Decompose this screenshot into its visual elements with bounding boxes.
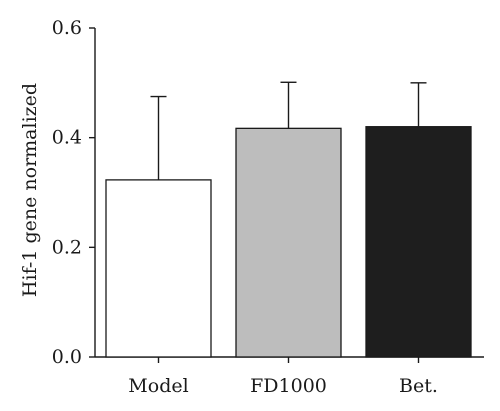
y-tick-label: 0.4 xyxy=(52,127,82,149)
x-tick-label: Bet. xyxy=(399,375,438,397)
x-tick-label: FD1000 xyxy=(250,375,327,397)
y-tick-label: 0.0 xyxy=(52,346,82,368)
bar-bet xyxy=(365,126,472,358)
y-tick-label: 0.2 xyxy=(52,236,82,258)
plot-area: 0.0 0.2 0.4 0.6 Model FD1000 Bet. xyxy=(52,17,484,397)
y-axis-title: Hif-1 gene normalized xyxy=(19,83,41,297)
y-tick-label: 0.6 xyxy=(52,17,82,39)
bar-fd1000 xyxy=(235,127,342,358)
x-tick-label: Model xyxy=(128,375,188,397)
bar-model xyxy=(105,179,212,358)
